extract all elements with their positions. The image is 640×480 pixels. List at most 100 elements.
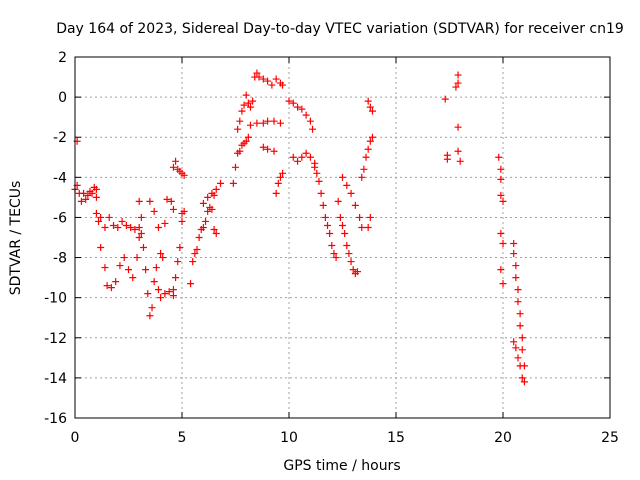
x-tick-label: 10	[280, 430, 298, 446]
data-point	[234, 125, 242, 133]
data-point	[139, 244, 147, 252]
data-point	[364, 223, 372, 231]
data-point	[77, 197, 85, 205]
data-point	[146, 197, 154, 205]
data-point	[268, 81, 276, 89]
data-point	[253, 119, 261, 127]
data-point	[454, 79, 462, 87]
data-point	[137, 229, 145, 237]
data-point	[276, 173, 284, 181]
data-point	[516, 322, 524, 330]
data-point	[232, 163, 239, 171]
data-point	[339, 173, 346, 181]
x-axis-label: GPS time / hours	[283, 458, 400, 474]
data-point	[294, 103, 302, 111]
data-point	[84, 191, 92, 199]
data-point	[456, 157, 464, 165]
data-point	[364, 145, 372, 153]
data-point	[120, 254, 128, 262]
data-point	[163, 195, 171, 203]
data-point	[212, 185, 220, 193]
data-point	[499, 240, 507, 248]
data-point	[497, 266, 505, 274]
data-point	[356, 213, 364, 221]
data-point	[135, 223, 143, 231]
data-point	[454, 123, 462, 131]
data-point	[210, 191, 218, 199]
data-point	[326, 229, 334, 237]
data-point	[133, 254, 141, 262]
x-tick-label: 0	[71, 430, 80, 446]
data-point	[499, 280, 507, 288]
data-point	[336, 213, 344, 221]
data-point	[169, 205, 177, 213]
data-point	[131, 225, 139, 233]
data-point	[306, 117, 314, 125]
y-tick-label: 0	[58, 90, 67, 106]
data-point	[270, 147, 278, 155]
data-point	[118, 217, 126, 225]
data-point	[242, 137, 250, 145]
data-point	[249, 97, 257, 105]
data-point	[137, 213, 145, 221]
data-point	[187, 280, 195, 288]
data-point	[114, 223, 122, 231]
y-tick-label: -12	[44, 331, 67, 347]
plot-frame	[74, 56, 611, 419]
data-point	[180, 171, 188, 179]
data-point	[95, 217, 103, 225]
data-point	[294, 157, 302, 165]
data-point	[306, 153, 314, 161]
data-point	[146, 312, 154, 320]
data-point	[270, 117, 278, 125]
data-point	[364, 97, 372, 105]
y-tick-label: -10	[44, 291, 67, 307]
data-point	[302, 149, 310, 157]
data-point	[514, 354, 522, 362]
data-point	[127, 223, 135, 231]
data-point	[495, 153, 503, 161]
data-point	[518, 334, 526, 342]
data-point	[135, 197, 143, 205]
data-point	[514, 298, 522, 306]
data-point	[157, 250, 165, 258]
data-point	[152, 264, 160, 272]
data-point	[497, 191, 505, 199]
data-point	[103, 282, 111, 290]
data-point	[150, 278, 158, 286]
data-points	[71, 69, 528, 386]
data-point	[259, 119, 267, 127]
data-point	[285, 97, 293, 105]
data-point	[452, 83, 460, 91]
data-point	[264, 117, 272, 125]
data-point	[204, 193, 212, 201]
x-tick-label: 25	[601, 430, 619, 446]
data-point	[244, 133, 252, 141]
data-point	[122, 221, 130, 229]
data-point	[199, 199, 207, 207]
data-point	[110, 221, 118, 229]
data-point	[347, 189, 355, 197]
data-point	[264, 145, 272, 153]
data-point	[148, 304, 156, 312]
data-point	[279, 169, 287, 177]
data-point	[246, 121, 254, 129]
data-point	[176, 244, 184, 252]
data-point	[125, 266, 132, 274]
data-point	[512, 274, 520, 282]
y-tick-label: -6	[53, 210, 67, 226]
data-point	[142, 266, 150, 274]
x-tick-label: 20	[494, 430, 512, 446]
data-point	[441, 95, 449, 103]
data-point	[264, 77, 272, 85]
data-point	[255, 73, 263, 81]
data-point	[366, 103, 374, 111]
data-point	[366, 137, 374, 145]
data-point	[144, 290, 152, 298]
data-point	[150, 207, 158, 215]
x-tick-label: 5	[178, 430, 187, 446]
data-point	[362, 153, 370, 161]
data-point	[349, 266, 357, 274]
data-point	[259, 143, 267, 151]
data-point	[253, 69, 261, 77]
